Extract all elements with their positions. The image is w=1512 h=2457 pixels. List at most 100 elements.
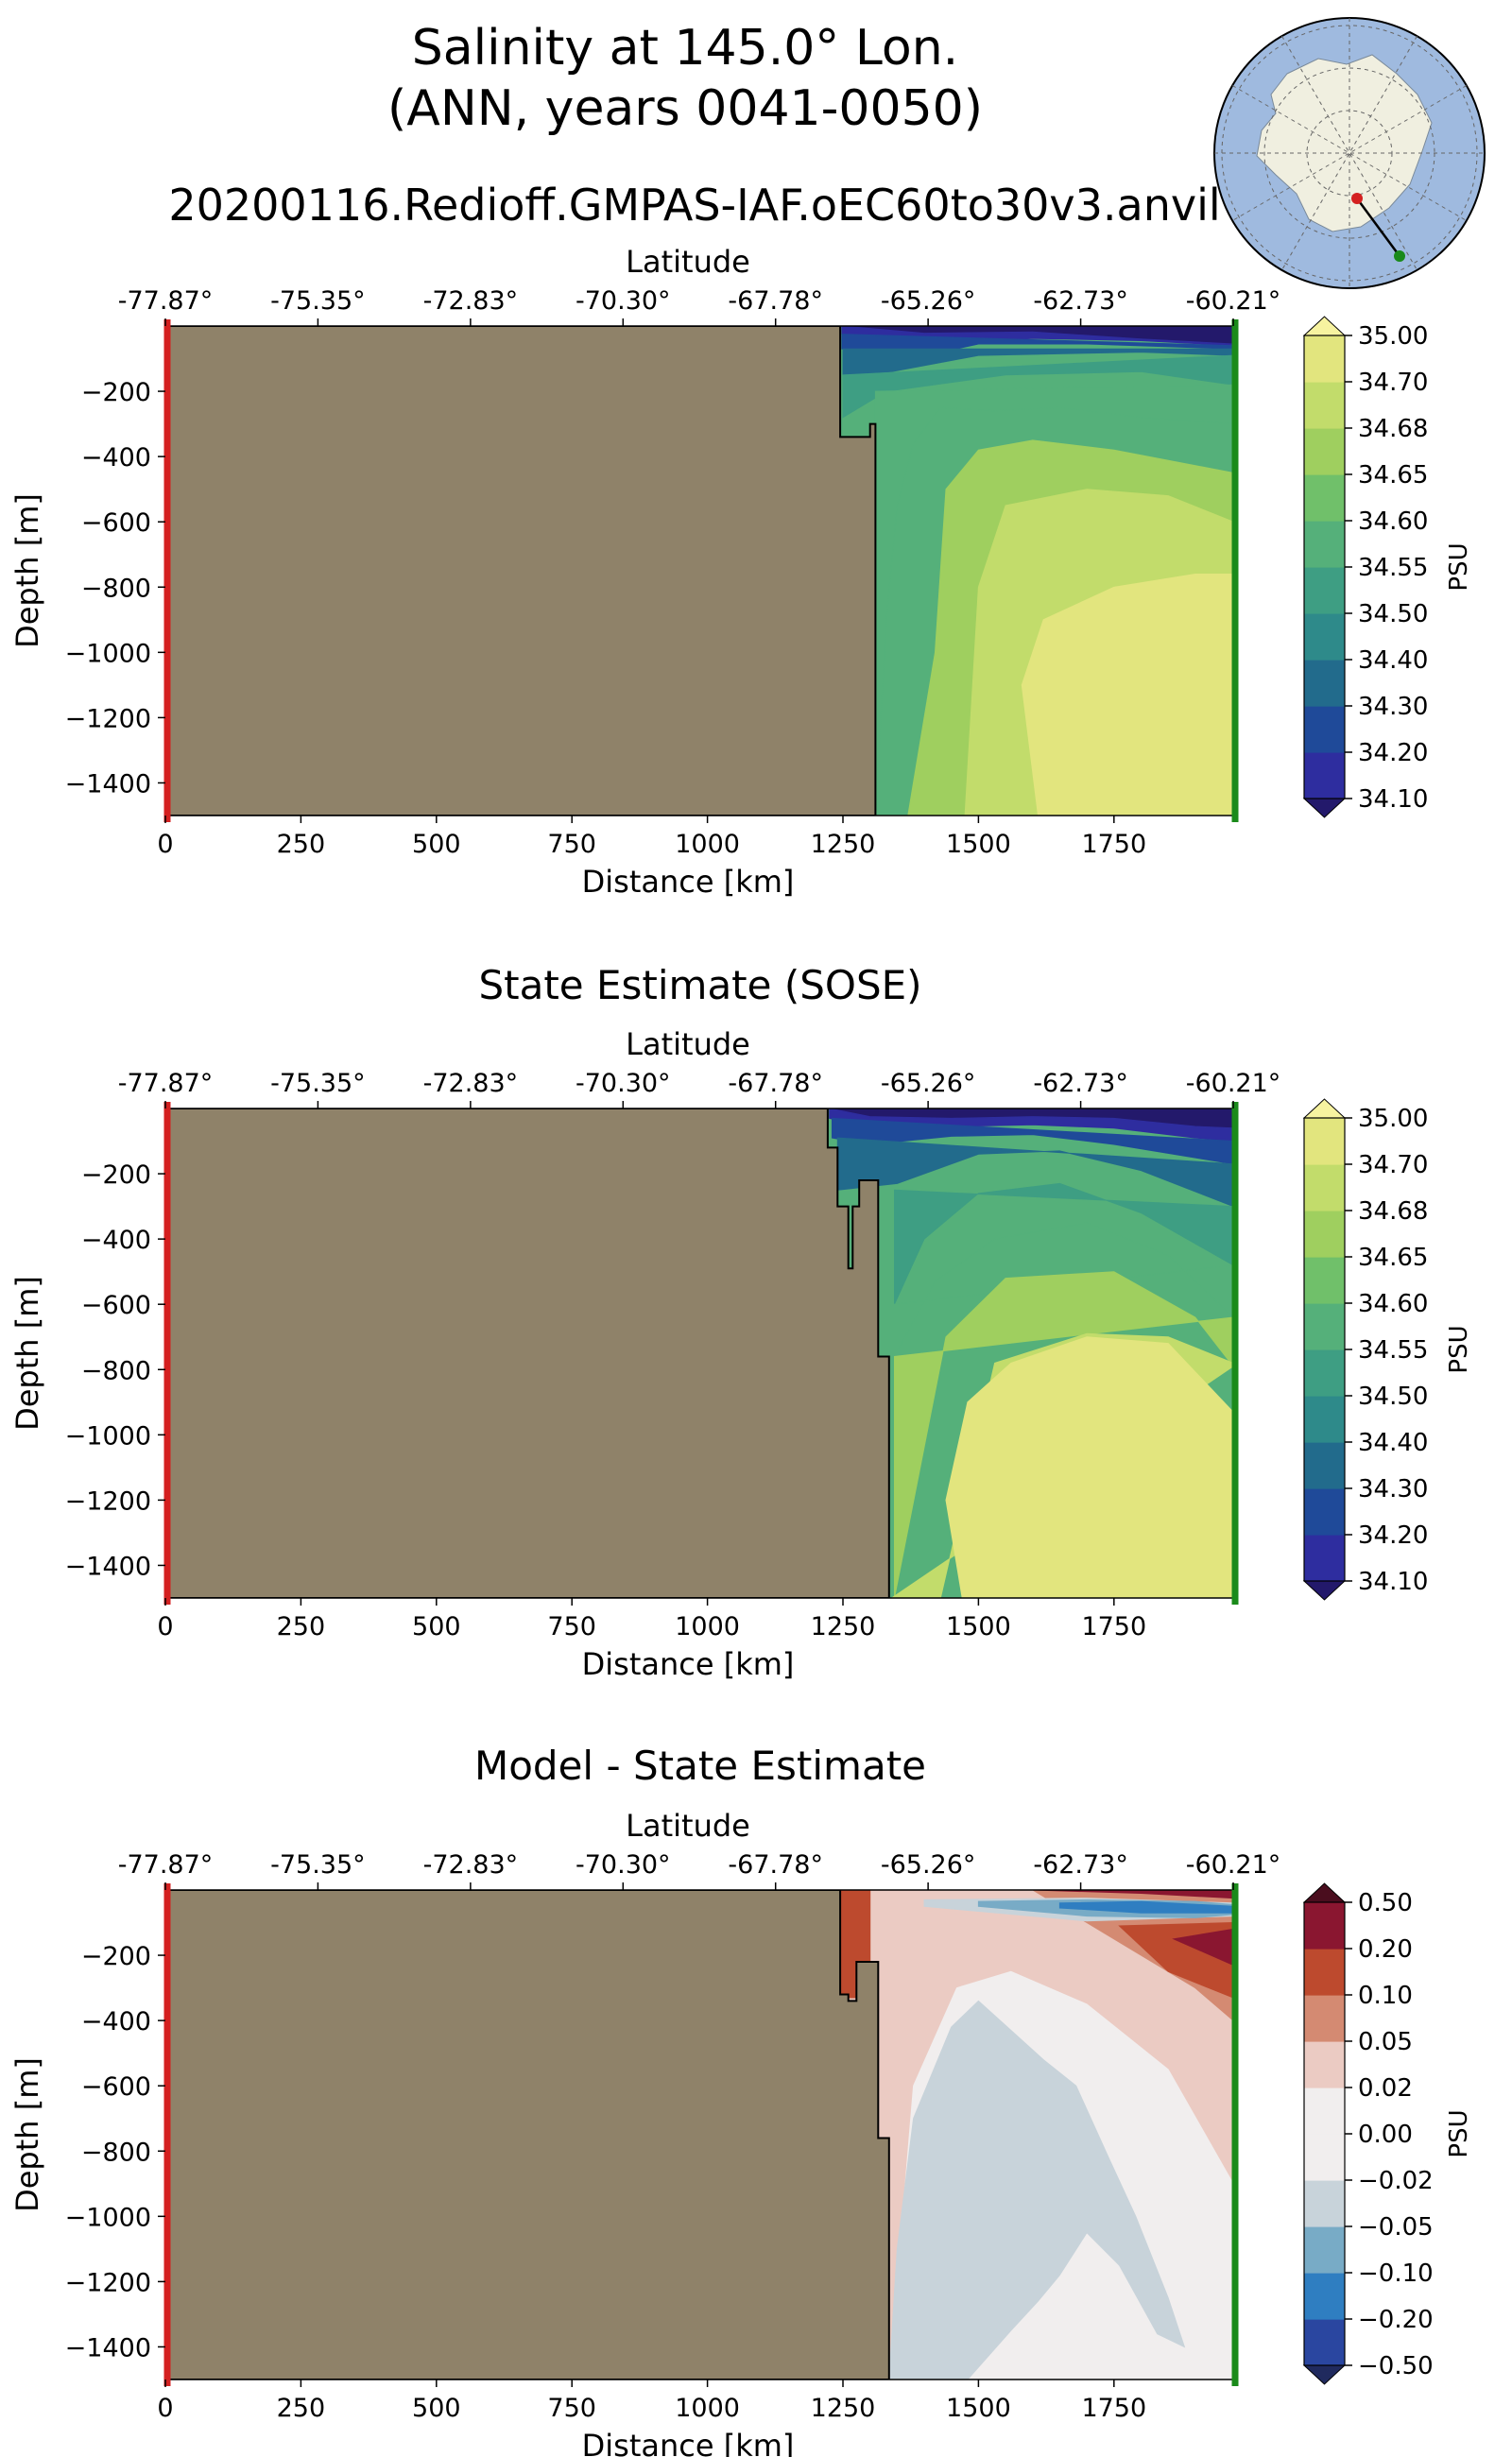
figure-title-line1: Salinity at 145.0° Lon.	[411, 20, 959, 77]
colorbar-band	[1304, 706, 1345, 753]
land-mask	[165, 1108, 890, 1598]
x-tick-label: 1000	[675, 830, 740, 859]
x-tick-label: 250	[277, 2394, 326, 2423]
colorbar-tick-label: 34.70	[1358, 369, 1428, 397]
colorbar-band	[1304, 1164, 1345, 1211]
lat-tick-label: -75.35°	[270, 1850, 366, 1880]
colorbar-band	[1304, 2180, 1345, 2227]
colorbar-tick-label: 34.50	[1358, 1383, 1428, 1411]
colorbar-tick-label: 35.00	[1358, 322, 1428, 351]
lat-tick-label: -60.21°	[1186, 1069, 1281, 1098]
lat-tick-label: -77.87°	[118, 286, 214, 316]
colorbar-tick-label: 34.68	[1358, 1197, 1428, 1226]
x-tick-label: 1750	[1081, 1612, 1146, 1641]
lat-tick-label: -62.73°	[1033, 286, 1128, 316]
colorbar-tick-label: 34.20	[1358, 1521, 1428, 1550]
contour-level-6	[894, 1271, 1233, 1598]
lat-tick-label: -65.26°	[881, 286, 976, 316]
y-tick-label: −600	[81, 1291, 151, 1320]
colorbar-tick-label: 0.20	[1358, 1935, 1413, 1964]
colorbar-band	[1304, 1118, 1345, 1165]
contour-level-4	[842, 354, 1233, 419]
colorbar-tick-label: 0.02	[1358, 2074, 1413, 2103]
colorbar-tick-label: 34.70	[1358, 1151, 1428, 1179]
y-tick-label: −200	[81, 378, 151, 407]
colorbar-tick-label: 34.68	[1358, 415, 1428, 443]
contour-level-3	[842, 348, 1233, 376]
lat-tick-label: -65.26°	[881, 1069, 976, 1098]
colorbar-min-extension	[1302, 2364, 1347, 2385]
colorbar-band	[1304, 1488, 1345, 1536]
colorbar-tick-label: 0.00	[1358, 2121, 1413, 2149]
colorbar-band	[1304, 474, 1345, 522]
contour-level-5	[869, 1890, 1233, 1899]
x-tick-label: 1750	[1081, 2394, 1146, 2423]
x-tick-label: 1500	[946, 1612, 1011, 1641]
colorbar-tick-label: 34.30	[1358, 1475, 1428, 1503]
colorbar: 0.50 0.20 0.10 0.05 0.02 0.00 −0.02 −0.05 −0.10 −…	[1302, 1882, 1473, 2385]
colorbar-max-extension	[1302, 1098, 1347, 1119]
contour-level-1	[829, 1108, 1233, 1143]
lat-tick-label: -67.78°	[728, 1069, 823, 1098]
lat-tick-label: -65.26°	[881, 1850, 976, 1880]
x-tick-label: 250	[277, 1612, 326, 1641]
contour-level-5	[874, 384, 1233, 816]
y-tick-label: −1000	[65, 1421, 151, 1451]
x-tick-label: 1250	[811, 1612, 876, 1641]
colorbar-max-extension	[1302, 316, 1347, 336]
panel-1: 0 250 500 750 1000 1250 1500 1750 Distance [km] -…	[9, 244, 1473, 900]
x-tick-label: 750	[547, 2394, 596, 2423]
map-section-start-dot	[1351, 193, 1363, 204]
y-tick-label: −1200	[65, 2268, 151, 2297]
colorbar-band	[1304, 1995, 1345, 2042]
colorbar-tick-label: 34.50	[1358, 600, 1428, 628]
colorbar-band	[1304, 1902, 1345, 1950]
y-tick-label: −400	[81, 2007, 151, 2036]
colorbar-band	[1304, 1442, 1345, 1489]
colorbar-band	[1304, 752, 1345, 799]
colorbar-band	[1304, 2041, 1345, 2088]
map-section-end-dot	[1394, 250, 1405, 262]
colorbar: 35.00 34.70 34.68 34.65 34.60 34.55 34.50 34.40…	[1302, 1098, 1473, 1601]
colorbar-label: PSU	[1445, 2109, 1473, 2157]
colorbar-tick-label: 34.55	[1358, 554, 1428, 582]
colorbar: 35.00 34.70 34.68 34.65 34.60 34.55 34.50 34.40…	[1302, 316, 1473, 818]
top-axis-label: Latitude	[626, 244, 750, 280]
x-tick-label: 750	[547, 830, 596, 859]
colorbar-band	[1304, 1211, 1345, 1258]
colorbar-band	[1304, 335, 1345, 383]
y-tick-label: −400	[81, 1226, 151, 1255]
y-tick-label: −1000	[65, 639, 151, 668]
contour-level-4	[894, 1182, 1233, 1305]
colorbar-band	[1304, 521, 1345, 568]
lat-tick-label: -72.83°	[423, 286, 519, 316]
colorbar-tick-label: 34.65	[1358, 1244, 1428, 1272]
lat-tick-label: -72.83°	[423, 1069, 519, 1098]
panel-3: 0 250 500 750 1000 1250 1500 1750 Distance [km] -…	[9, 1808, 1473, 2457]
contour-level-3	[1172, 1928, 1233, 1966]
colorbar-band	[1304, 428, 1345, 475]
x-tick-label: 0	[157, 1612, 173, 1641]
y-tick-label: −800	[81, 574, 151, 603]
x-tick-label: 1500	[946, 830, 1011, 859]
lat-tick-label: -67.78°	[728, 1850, 823, 1880]
x-tick-label: 250	[277, 830, 326, 859]
y-tick-label: −200	[81, 1942, 151, 1971]
x-tick-label: 500	[412, 1612, 461, 1641]
y-tick-label: −600	[81, 508, 151, 538]
y-tick-label: −800	[81, 1356, 151, 1385]
colorbar-tick-label: 0.10	[1358, 1982, 1413, 2010]
x-tick-label: 500	[412, 830, 461, 859]
x-axis-label: Distance [km]	[582, 2428, 795, 2457]
figure-title-line2: (ANN, years 0041-0050)	[387, 80, 984, 137]
colorbar-label: PSU	[1445, 542, 1473, 591]
contour-level-7	[888, 2000, 1186, 2380]
lat-tick-label: -77.87°	[118, 1069, 214, 1098]
x-tick-label: 0	[157, 830, 173, 859]
lat-tick-label: -60.21°	[1186, 286, 1281, 316]
top-axis-label: Latitude	[626, 1026, 750, 1062]
x-tick-label: 1250	[811, 830, 876, 859]
colorbar-tick-label: 34.10	[1358, 1568, 1428, 1596]
colorbar-band	[1304, 1949, 1345, 1996]
